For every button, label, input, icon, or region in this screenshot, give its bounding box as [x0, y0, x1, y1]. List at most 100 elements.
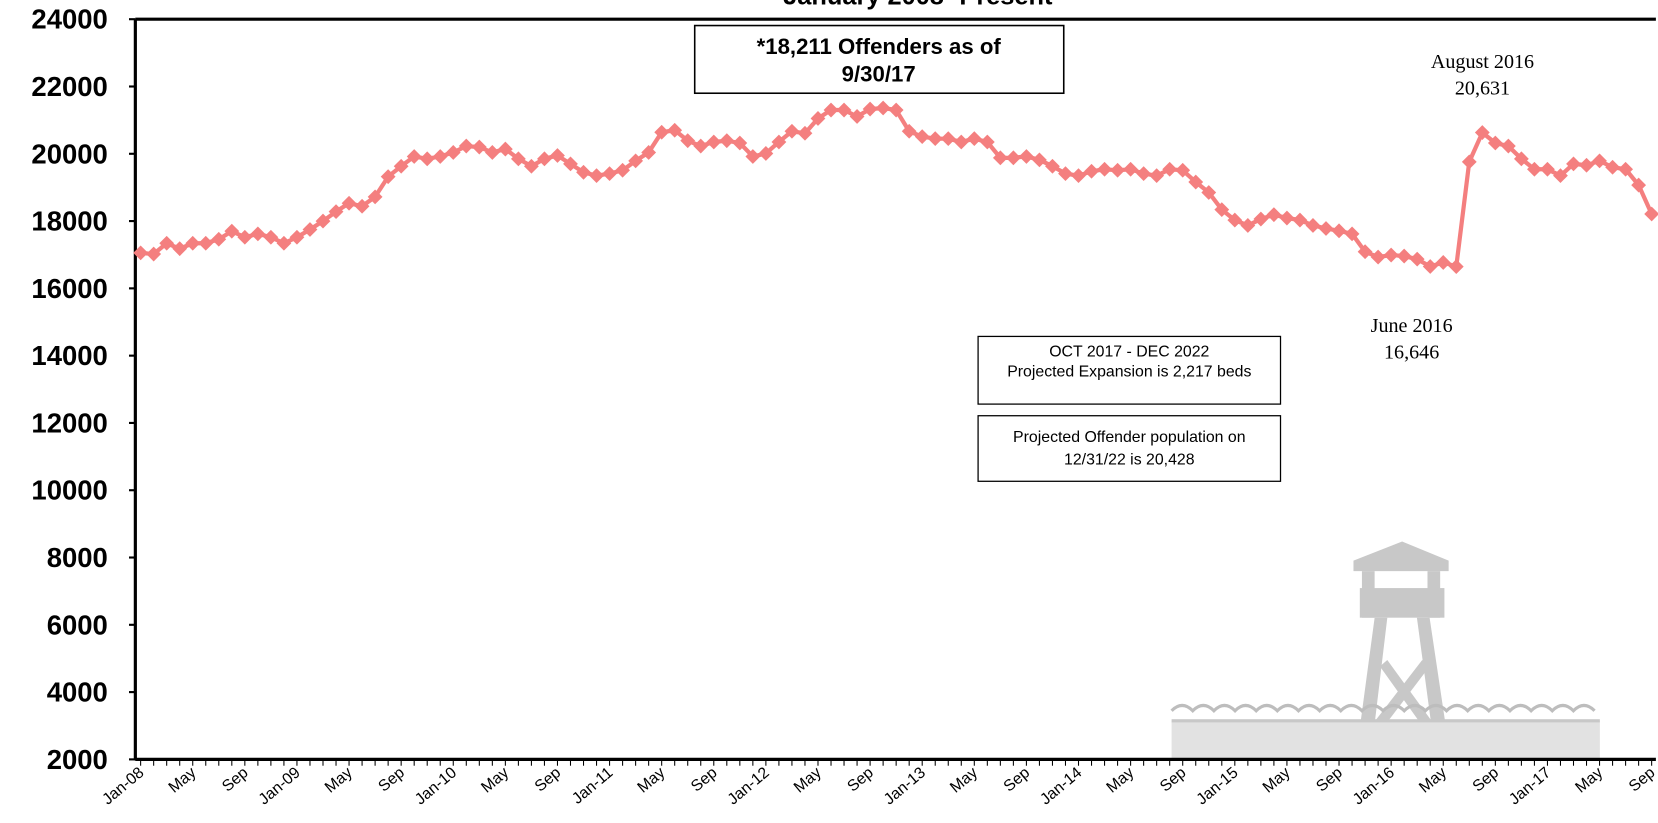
data-marker [224, 223, 240, 239]
annotation-text: 16,646 [1384, 342, 1439, 364]
data-marker [719, 133, 735, 149]
x-tick-label: May [1260, 764, 1294, 796]
x-tick-label: Jan-15 [1194, 764, 1242, 808]
data-marker [1162, 161, 1178, 177]
x-tick-label: May [947, 764, 981, 796]
data-marker [393, 158, 409, 174]
data-marker [341, 195, 357, 211]
data-marker [1266, 207, 1282, 223]
watchtower-image [1165, 513, 1608, 760]
data-marker [354, 198, 370, 214]
data-marker [615, 162, 630, 178]
annotation-text: Projected Expansion is 2,217 beds [1007, 364, 1251, 381]
annotation-text: OCT 2017 - DEC 2022 [1049, 344, 1209, 361]
data-line [140, 105, 1654, 270]
data-marker [1019, 149, 1034, 164]
y-tick-label: 8000 [47, 542, 108, 573]
data-marker [563, 156, 578, 172]
data-marker [1513, 151, 1529, 167]
data-marker [1396, 248, 1412, 264]
data-marker [1045, 158, 1060, 174]
data-marker [1409, 251, 1425, 267]
y-tick-label: 2000 [47, 744, 108, 775]
x-tick-label: Sep [375, 764, 408, 795]
y-tick-label: 20000 [31, 138, 107, 169]
data-marker [1461, 154, 1477, 170]
data-marker [641, 145, 657, 160]
data-marker [185, 235, 201, 251]
chart-title: January 2008- Present [783, 0, 1053, 10]
data-marker [1188, 174, 1204, 190]
data-marker [849, 109, 865, 124]
data-marker [237, 229, 253, 245]
data-marker [1383, 247, 1399, 263]
y-tick-label: 10000 [31, 475, 107, 506]
data-marker [732, 135, 748, 151]
data-marker [745, 149, 761, 164]
data-marker [537, 151, 552, 167]
data-marker [1579, 157, 1594, 173]
x-tick-label: May [1416, 764, 1450, 796]
data-marker [1032, 152, 1047, 168]
x-tick-label: Sep [1001, 764, 1034, 795]
annotation-text: Projected Offender population on [1013, 429, 1245, 446]
data-marker [1592, 153, 1607, 169]
data-marker [1566, 156, 1581, 172]
x-tick-label: May [478, 764, 512, 796]
data-marker [510, 151, 526, 167]
data-marker [602, 166, 617, 182]
data-marker [1553, 168, 1568, 184]
annotation-box [977, 335, 1282, 405]
data-marker [589, 168, 604, 184]
annotation-box [693, 24, 1065, 95]
data-marker [914, 129, 930, 145]
x-tick-label: Jan-10 [412, 764, 460, 808]
data-marker [172, 241, 188, 257]
x-tick-label: Jan-12 [725, 764, 773, 808]
data-marker [1527, 161, 1542, 177]
data-marker [1487, 135, 1503, 151]
data-marker [1123, 161, 1139, 177]
x-tick-label: Jan-14 [1037, 764, 1085, 808]
data-marker [927, 131, 943, 147]
data-marker [146, 246, 162, 262]
data-marker [693, 138, 709, 154]
data-marker [810, 111, 826, 126]
data-marker [432, 149, 448, 164]
y-tick-label: 18000 [31, 206, 107, 237]
data-marker [159, 235, 175, 251]
data-marker [484, 145, 500, 160]
data-marker [471, 139, 487, 155]
data-marker [406, 149, 422, 164]
data-marker [1097, 161, 1112, 177]
data-marker [198, 235, 214, 251]
data-marker [836, 102, 852, 118]
x-tick-label: May [166, 764, 200, 796]
data-marker [1357, 244, 1373, 260]
data-marker [1331, 223, 1347, 239]
data-marker [875, 100, 891, 116]
annotation-box [977, 415, 1282, 482]
data-marker [1448, 259, 1464, 275]
x-tick-label: May [322, 764, 356, 796]
data-marker [1474, 125, 1490, 140]
data-marker [1149, 168, 1165, 184]
data-marker [1240, 218, 1256, 233]
data-marker [276, 235, 292, 251]
x-tick-label: Jan-09 [256, 764, 304, 808]
x-tick-label: Sep [1313, 764, 1346, 795]
data-marker [940, 131, 956, 147]
data-marker [771, 134, 787, 150]
annotation-text: 12/31/22 is 20,428 [1064, 451, 1195, 468]
data-marker [1201, 185, 1217, 200]
data-marker [1136, 166, 1152, 182]
data-marker [1253, 211, 1269, 227]
x-tick-label: Jan-13 [881, 764, 929, 808]
data-marker [380, 169, 396, 185]
data-marker [1540, 161, 1555, 177]
x-tick-label: Sep [1626, 764, 1658, 795]
annotation-text: 9/30/17 [842, 62, 916, 87]
data-marker [263, 229, 279, 245]
y-tick-label: 24000 [31, 4, 107, 35]
